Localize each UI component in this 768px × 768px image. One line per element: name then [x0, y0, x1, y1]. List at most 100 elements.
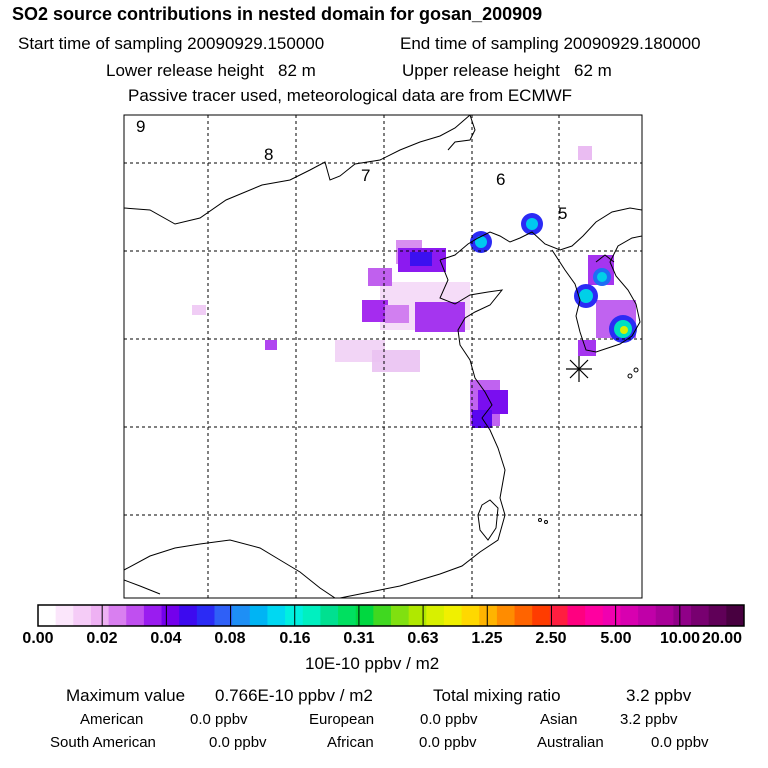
border-line	[595, 254, 615, 263]
colorbar-tick-label: 5.00	[600, 630, 632, 647]
colorbar-cell	[391, 605, 410, 626]
coastline	[551, 235, 642, 353]
region-value: 0.0 ppbv	[420, 711, 478, 728]
coastlines	[124, 115, 642, 598]
hotspot-core	[579, 289, 593, 303]
colorbar-cell	[55, 605, 74, 626]
island	[544, 520, 548, 524]
coastline	[439, 207, 642, 261]
day-labels: 9 8 7 6 5	[136, 117, 567, 223]
colorbar-tick-label: 0.04	[150, 630, 182, 647]
region-name: South American	[50, 734, 156, 751]
colorbar-cell	[355, 605, 374, 626]
day-label: 6	[496, 170, 505, 189]
graticule	[124, 115, 642, 598]
colorbar-cell	[408, 605, 427, 626]
colorbar-tick-label: 10.00	[659, 630, 701, 647]
colorbar-cell	[232, 605, 251, 626]
region-name: African	[327, 734, 374, 751]
colorbar-tick-label: 0.00	[22, 630, 54, 647]
island-taiwan	[477, 499, 499, 541]
colorbar-cells	[38, 605, 745, 626]
receptor-star-icon	[566, 356, 592, 382]
hotspot-core	[475, 236, 487, 248]
region-name: Australian	[537, 734, 604, 751]
colorbar-cell	[373, 605, 392, 626]
region-value: 0.0 ppbv	[190, 711, 248, 728]
colorbar-cell	[726, 605, 745, 626]
lower-release-height: Lower release height 82 m	[106, 61, 316, 80]
colorbar-cell	[126, 605, 145, 626]
colorbar-cell	[655, 605, 674, 626]
emission-patch	[265, 340, 277, 350]
haze-patch	[192, 305, 206, 315]
colorbar-dividers	[101, 605, 681, 626]
colorbar-cell	[267, 605, 286, 626]
region-name: Asian	[540, 711, 578, 728]
colorbar-cell	[214, 605, 233, 626]
colorbar-cell	[196, 605, 215, 626]
colorbar-border	[37, 604, 745, 627]
colorbar-cell	[90, 605, 110, 626]
region-name: European	[309, 711, 375, 728]
emission-patch	[385, 305, 409, 323]
colorbar-tick-label: 0.63	[407, 630, 439, 647]
colorbar-tick-label: 0.16	[279, 630, 311, 647]
colorbar-cell	[108, 605, 127, 626]
colorbar-cell	[426, 605, 445, 626]
colorbar-cell	[179, 605, 198, 626]
colorbar-cell	[443, 605, 463, 626]
border-line	[124, 539, 336, 598]
colorbar-cell	[514, 605, 533, 626]
hotspot-core	[526, 218, 538, 230]
max-value-label: Maximum value	[66, 686, 186, 705]
hotspot-peak	[620, 326, 628, 334]
emission-patch	[410, 252, 432, 266]
emission-patch	[415, 302, 465, 332]
day-label: 7	[361, 166, 370, 185]
region-name: American	[80, 711, 144, 728]
day-label: 9	[136, 117, 145, 136]
region-value: 0.0 ppbv	[651, 734, 709, 751]
colorbar-cell	[161, 605, 180, 626]
colorbar-cell	[320, 605, 339, 626]
colorbar-cell	[285, 605, 304, 626]
colorbar-tick-label: 0.08	[214, 630, 246, 647]
colorbar-cell	[567, 605, 586, 626]
colorbar-cell	[496, 605, 516, 626]
max-value: 0.766E-10 ppbv / m2	[215, 686, 373, 705]
colorbar-cell	[691, 605, 710, 626]
emission-patch	[362, 300, 388, 322]
emission-patch	[368, 268, 392, 286]
start-sampling-time: Start time of sampling 20090929.150000	[18, 34, 325, 53]
day-label: 5	[558, 204, 567, 223]
colorbar-tick-label: 2.50	[535, 630, 567, 647]
day-label: 8	[264, 145, 273, 164]
emission-patch	[472, 410, 492, 428]
map-title: SO2 source contributions in nested domai…	[12, 4, 543, 24]
haze-patch	[578, 146, 592, 160]
colorbar-tick-label: 0.02	[86, 630, 118, 647]
colorbar-cell	[143, 605, 163, 626]
upper-release-height: Upper release height 62 m	[402, 61, 612, 80]
end-sampling-time: End time of sampling 20090929.180000	[400, 34, 701, 53]
colorbar-cell	[620, 605, 639, 626]
colorbar-cell	[549, 605, 568, 626]
coastline	[339, 259, 506, 598]
region-value: 0.0 ppbv	[419, 734, 477, 751]
colorbar-cell	[479, 605, 498, 626]
concentration-field	[192, 146, 637, 428]
border-line	[124, 579, 161, 595]
island	[633, 367, 639, 373]
tracer-note: Passive tracer used, meteorological data…	[128, 86, 573, 105]
colorbar-unit: 10E-10 ppbv / m2	[305, 654, 440, 673]
colorbar-cell	[585, 605, 604, 626]
border-line	[124, 115, 471, 225]
total-mixing-value: 3.2 ppbv	[626, 686, 692, 705]
colorbar-cell	[302, 605, 321, 626]
island	[538, 518, 542, 522]
region-value: 3.2 ppbv	[620, 711, 678, 728]
colorbar-cell	[38, 605, 57, 626]
